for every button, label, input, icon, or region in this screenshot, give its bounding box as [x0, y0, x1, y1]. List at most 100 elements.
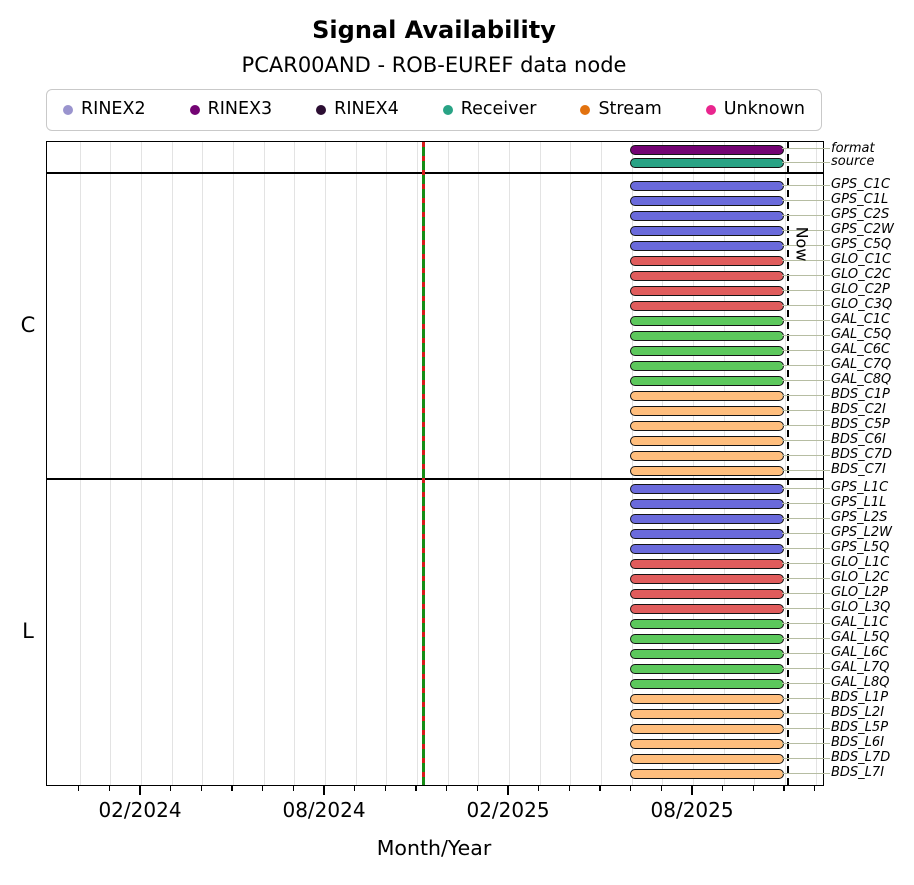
signal-label: BDS_L6I	[831, 735, 885, 751]
signal-label: BDS_L2I	[831, 705, 885, 721]
month-gridline	[294, 142, 296, 785]
legend-swatch-icon	[705, 105, 716, 115]
availability-bar	[630, 346, 784, 356]
signal-label: BDS_L7D	[831, 750, 891, 766]
legend-item: Receiver	[442, 101, 536, 119]
x-axis-major-tick	[691, 786, 693, 795]
signal-leader-line	[781, 637, 830, 639]
availability-bar	[630, 724, 784, 734]
availability-bar	[630, 158, 784, 168]
x-axis-minor-tick	[169, 786, 172, 791]
signal-leader-line	[781, 409, 830, 411]
month-gridline	[386, 142, 388, 785]
signal-leader-line	[781, 502, 830, 504]
signal-label: GLO_L1C	[831, 555, 890, 571]
availability-bar	[630, 286, 784, 296]
x-axis-minor-tick	[599, 786, 601, 791]
signal-label: format	[831, 140, 875, 156]
x-axis-tick-label: 08/2025	[650, 798, 734, 822]
legend-swatch-icon	[442, 105, 453, 115]
availability-bar	[630, 709, 784, 719]
signal-label: GLO_C2C	[831, 267, 892, 283]
x-axis-minor-tick	[200, 786, 203, 791]
signal-leader-line	[781, 727, 830, 729]
signal-leader-line	[781, 772, 830, 774]
signal-label: GPS_L5Q	[831, 540, 890, 556]
signal-label: GAL_C1C	[831, 312, 891, 328]
legend-item: RINEX2	[63, 101, 146, 119]
signal-leader-line	[781, 592, 830, 594]
signal-leader-line	[781, 697, 830, 699]
x-axis-minor-tick	[446, 786, 448, 791]
signal-leader-line	[781, 622, 830, 624]
month-gridline	[662, 142, 664, 785]
availability-bar	[630, 634, 784, 644]
event-line	[421, 142, 425, 785]
x-axis-major-tick	[507, 786, 509, 795]
legend-item: Unknown	[705, 101, 805, 119]
signal-label: GLO_C1C	[831, 252, 892, 268]
availability-bar	[630, 211, 784, 221]
signal-label: GAL_C7Q	[831, 357, 892, 373]
month-gridline	[693, 142, 695, 785]
signal-leader-line	[781, 364, 830, 366]
signal-label: GPS_L2S	[831, 510, 888, 526]
signal-leader-line	[781, 607, 830, 609]
availability-bar	[630, 619, 784, 629]
signal-label: GAL_C5Q	[831, 327, 892, 343]
legend-swatch-icon	[189, 105, 200, 115]
x-axis-tick-label: 02/2025	[466, 798, 550, 822]
x-axis-minor-tick	[353, 786, 356, 791]
availability-bar	[630, 739, 784, 749]
availability-bar	[630, 256, 784, 266]
month-gridline	[202, 142, 204, 785]
x-axis-minor-tick	[722, 786, 724, 791]
availability-bar	[630, 376, 784, 386]
signal-label: GPS_C2W	[831, 222, 894, 238]
month-gridline	[785, 142, 787, 785]
signal-label: GLO_L2C	[831, 570, 890, 586]
availability-bar	[630, 181, 784, 191]
signal-leader-line	[781, 289, 830, 291]
legend-label: RINEX2	[81, 99, 146, 120]
section-divider	[47, 171, 823, 174]
signal-label: GLO_C2P	[831, 282, 890, 298]
signal-leader-line	[781, 742, 830, 744]
signal-label: GPS_C1C	[831, 177, 891, 193]
legend-item: Stream	[580, 101, 662, 119]
x-axis-minor-tick	[783, 786, 785, 791]
signal-leader-line	[781, 439, 830, 441]
signal-leader-line	[781, 652, 830, 654]
signal-label: GPS_C2S	[831, 207, 890, 223]
signal-leader-line	[781, 349, 830, 351]
month-gridline	[263, 142, 265, 785]
x-axis-minor-tick	[77, 786, 80, 791]
x-axis-tick-label: 08/2024	[282, 798, 366, 822]
x-axis-minor-tick	[630, 786, 632, 791]
x-axis-minor-tick	[292, 786, 295, 791]
month-gridline	[815, 142, 817, 785]
plot-area	[46, 141, 824, 786]
availability-bar	[630, 694, 784, 704]
signal-leader-line	[781, 259, 830, 261]
chart-title: Signal Availability	[312, 16, 556, 44]
x-axis-minor-tick	[752, 786, 755, 791]
signal-leader-line	[781, 712, 830, 714]
signal-leader-line	[781, 304, 830, 306]
x-axis-major-tick	[323, 786, 325, 795]
month-gridline	[79, 142, 81, 785]
signal-label: BDS_C7D	[831, 447, 893, 463]
month-gridline	[447, 142, 449, 785]
availability-bar	[630, 361, 784, 371]
month-gridline	[233, 142, 234, 785]
signal-label: GPS_C1L	[831, 192, 889, 208]
signal-leader-line	[781, 274, 830, 276]
signal-leader-line	[781, 562, 830, 564]
section-divider	[47, 478, 823, 480]
availability-bar	[630, 604, 784, 614]
signal-label: GPS_C5Q	[831, 237, 892, 253]
signal-label: GAL_L1C	[831, 615, 889, 631]
month-gridline	[478, 142, 480, 785]
month-gridline	[110, 142, 112, 785]
